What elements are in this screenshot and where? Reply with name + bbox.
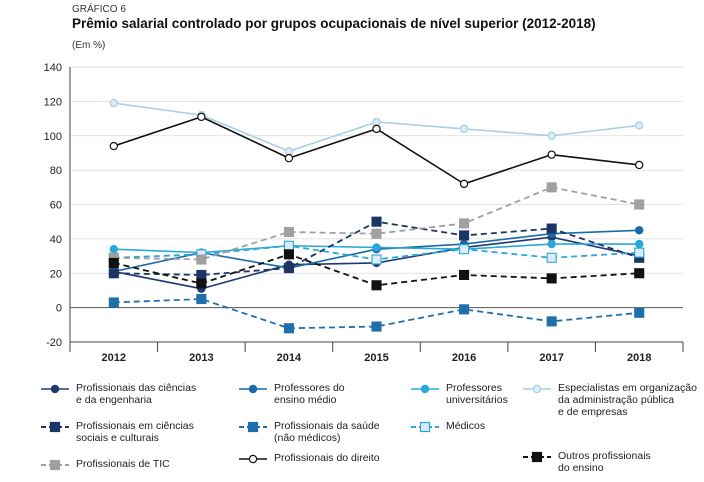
legend-item: Profissionais do direito: [238, 452, 380, 466]
data-point: [547, 131, 556, 140]
x-tick-label: 2012: [102, 352, 126, 364]
data-point: [371, 254, 382, 265]
legend-label: Profissionais do direito: [274, 452, 380, 464]
data-point: [459, 218, 470, 229]
data-point: [371, 228, 382, 239]
data-point: [372, 243, 381, 252]
data-point: [108, 268, 119, 279]
data-point: [634, 199, 645, 210]
legend-item: Professores universitários: [410, 382, 508, 406]
legend-label: Profissionais das ciências e da engenhar…: [76, 382, 197, 406]
legend-label: Especialistas em organização da administ…: [558, 382, 697, 418]
data-point: [283, 263, 294, 274]
y-tick-label: 120: [44, 96, 62, 108]
data-point: [635, 121, 644, 130]
legend-item: Profissionais da saúde (não médicos): [238, 420, 380, 444]
legend-item: Profissionais de TIC: [40, 458, 170, 472]
legend-item: Médicos: [410, 420, 485, 434]
data-point: [372, 117, 381, 127]
data-point: [546, 223, 557, 234]
y-axis-unit: (Em %): [72, 40, 106, 51]
legend-swatch: [41, 421, 69, 433]
y-tick-label: 60: [50, 200, 62, 212]
legend-item: Profissionais em ciências sociais e cult…: [40, 420, 194, 444]
legend-swatch: [41, 384, 69, 394]
data-point: [108, 297, 119, 308]
x-tick-label: 2015: [364, 352, 388, 364]
data-point: [371, 216, 382, 227]
data-point: [459, 179, 469, 189]
legend-label: Médicos: [446, 420, 486, 432]
data-point: [635, 160, 644, 170]
data-point: [546, 182, 557, 193]
data-point: [283, 226, 294, 238]
data-point: [109, 244, 118, 254]
x-tick-label: 2014: [277, 352, 302, 364]
legend-item: Outros profissionais do ensino: [522, 450, 651, 474]
data-point: [196, 278, 207, 289]
legend-label: Outros profissionais do ensino: [558, 450, 651, 474]
data-point: [196, 254, 207, 265]
data-point: [634, 307, 645, 318]
x-tick-label: 2018: [627, 352, 651, 364]
legend-item: Profissionais das ciências e da engenhar…: [40, 382, 196, 406]
data-point: [547, 239, 556, 249]
data-point: [634, 268, 645, 279]
data-point: [283, 323, 294, 334]
legend-swatch: [411, 384, 439, 394]
data-point: [109, 141, 118, 151]
legend-swatch: [523, 384, 551, 394]
data-point: [546, 316, 557, 327]
y-tick-label: 80: [50, 165, 62, 177]
data-point: [459, 244, 470, 255]
data-point: [546, 252, 557, 263]
data-point: [371, 321, 382, 332]
legend-item: Especialistas em organização da administ…: [522, 382, 697, 418]
data-point: [371, 280, 382, 291]
legend-swatch: [41, 459, 69, 471]
legend-swatch: [239, 421, 267, 433]
data-point: [284, 153, 294, 163]
legend-label: Profissionais de TIC: [76, 458, 170, 470]
legend-swatch: [239, 454, 267, 464]
chart-kicker: GRÁFICO 6: [72, 4, 126, 15]
data-point: [459, 304, 470, 315]
data-point: [196, 293, 207, 305]
y-tick-label: 20: [50, 268, 62, 280]
data-point: [459, 230, 470, 241]
data-point: [108, 257, 119, 268]
legend-swatch: [239, 384, 267, 394]
data-point: [634, 247, 645, 258]
data-point: [109, 98, 118, 108]
data-point: [546, 273, 557, 284]
legend-swatch: [411, 421, 439, 433]
data-point: [284, 147, 294, 156]
legend-item: Professores do ensino médio: [238, 382, 345, 406]
line-chart: -20 0 20 40 60 80 100 120 140 2012 2013 2014 2015 201…: [44, 62, 684, 364]
data-point: [459, 269, 470, 281]
y-tick-label: 40: [50, 234, 62, 246]
y-tick-label: 140: [44, 62, 62, 74]
legend-label: Profissionais da saúde (não médicos): [274, 420, 380, 444]
y-tick-label: 0: [56, 303, 62, 315]
data-point: [372, 124, 381, 134]
data-point: [635, 239, 644, 249]
data-point: [197, 112, 206, 122]
legend-label: Professores universitários: [446, 382, 508, 406]
y-tick-label: -20: [46, 337, 62, 349]
legend-swatch: [523, 451, 551, 463]
data-point: [283, 249, 294, 260]
legend-label: Professores do ensino médio: [274, 382, 345, 406]
x-tick-label: 2017: [539, 352, 563, 364]
chart-title: Prêmio salarial controlado por grupos oc…: [72, 16, 596, 31]
y-tick-label: 100: [44, 131, 62, 143]
data-point: [547, 150, 556, 159]
x-tick-label: 2013: [189, 352, 213, 364]
legend-label: Profissionais em ciências sociais e cult…: [76, 420, 194, 444]
data-point: [283, 240, 294, 251]
x-tick-label: 2016: [452, 352, 476, 364]
data-point: [635, 226, 644, 235]
data-point: [196, 269, 207, 281]
data-point: [459, 124, 469, 134]
